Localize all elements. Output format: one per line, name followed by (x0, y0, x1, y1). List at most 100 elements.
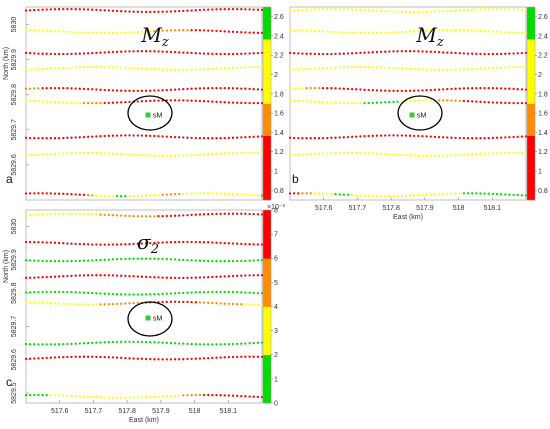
data-point (260, 303, 264, 306)
data-point (198, 153, 202, 156)
data-point (227, 343, 231, 346)
data-point (78, 303, 81, 306)
data-point (301, 137, 304, 140)
data-point (321, 8, 325, 11)
data-point (70, 152, 73, 155)
data-point (140, 30, 144, 33)
data-point (500, 87, 503, 90)
data-point (194, 99, 197, 102)
data-point (442, 51, 445, 54)
data-point (240, 259, 243, 263)
data-point (433, 68, 437, 71)
data-point (128, 50, 131, 53)
data-point (120, 89, 123, 92)
data-point (66, 30, 69, 33)
data-point (458, 29, 461, 32)
data-point (161, 29, 164, 32)
title-main: σ (137, 230, 152, 254)
data-point (388, 100, 391, 104)
data-point (70, 342, 73, 346)
data-point (111, 194, 115, 198)
data-point (413, 10, 416, 14)
data-point (57, 356, 61, 359)
data-point (86, 291, 90, 295)
data-point (244, 355, 247, 358)
data-point (371, 89, 374, 92)
data-point (292, 99, 296, 102)
data-point (45, 343, 48, 346)
data-point (355, 51, 358, 55)
data-point (297, 8, 300, 12)
data-point (115, 89, 119, 92)
data-point (297, 153, 300, 157)
data-point (186, 214, 189, 217)
sm-label: sM (417, 113, 427, 120)
data-point (115, 31, 119, 34)
data-point (41, 87, 44, 90)
data-point (215, 192, 218, 195)
data-point (198, 259, 202, 262)
data-point (400, 67, 403, 70)
colorbar-tick-label: 2.4 (538, 33, 548, 40)
data-point (107, 31, 110, 35)
data-point (153, 29, 156, 33)
data-point (313, 67, 316, 70)
data-point (442, 88, 445, 91)
colorbar-band (263, 167, 271, 201)
data-point (66, 152, 69, 155)
data-point (95, 274, 98, 277)
data-point (384, 31, 387, 34)
data-point (256, 395, 260, 399)
data-point (215, 212, 218, 216)
data-point (153, 241, 156, 245)
data-point (62, 394, 65, 397)
data-point (301, 87, 304, 90)
data-point (115, 340, 119, 344)
data-point (379, 134, 383, 137)
data-point (520, 51, 524, 55)
data-point (53, 302, 57, 305)
data-point (512, 193, 515, 197)
data-point (207, 87, 210, 90)
data-point (173, 192, 177, 196)
colorbar-band (527, 7, 535, 40)
data-point (524, 51, 528, 55)
data-point (231, 342, 235, 346)
data-point (421, 89, 424, 92)
data-point (107, 51, 110, 54)
data-point (111, 302, 115, 306)
data-point (91, 151, 94, 155)
data-point (342, 151, 345, 155)
data-point (240, 52, 243, 55)
data-point (202, 68, 206, 71)
data-point (99, 135, 102, 138)
data-point (186, 154, 189, 157)
data-point (132, 66, 135, 70)
data-point (508, 8, 511, 11)
data-point (371, 134, 374, 137)
data-point (28, 136, 32, 140)
data-point (462, 192, 466, 195)
x-tick-label: 517.6 (51, 408, 69, 415)
data-point (74, 87, 77, 90)
data-point (396, 66, 399, 70)
data-point (24, 136, 28, 139)
data-point (173, 154, 177, 157)
data-point (211, 212, 214, 216)
data-point (236, 66, 239, 69)
data-point (479, 100, 482, 103)
data-point (462, 29, 466, 32)
data-point (53, 67, 57, 70)
data-point (388, 50, 391, 53)
data-point (384, 50, 387, 53)
colorbar-band (263, 135, 271, 169)
data-point (346, 52, 350, 55)
data-point (161, 10, 164, 13)
data-point (350, 52, 354, 55)
x-tick-label: 517.9 (416, 205, 434, 212)
data-point (288, 154, 292, 157)
data-point (132, 357, 135, 360)
data-point (99, 31, 102, 35)
data-point (107, 152, 110, 155)
data-point (186, 51, 189, 54)
